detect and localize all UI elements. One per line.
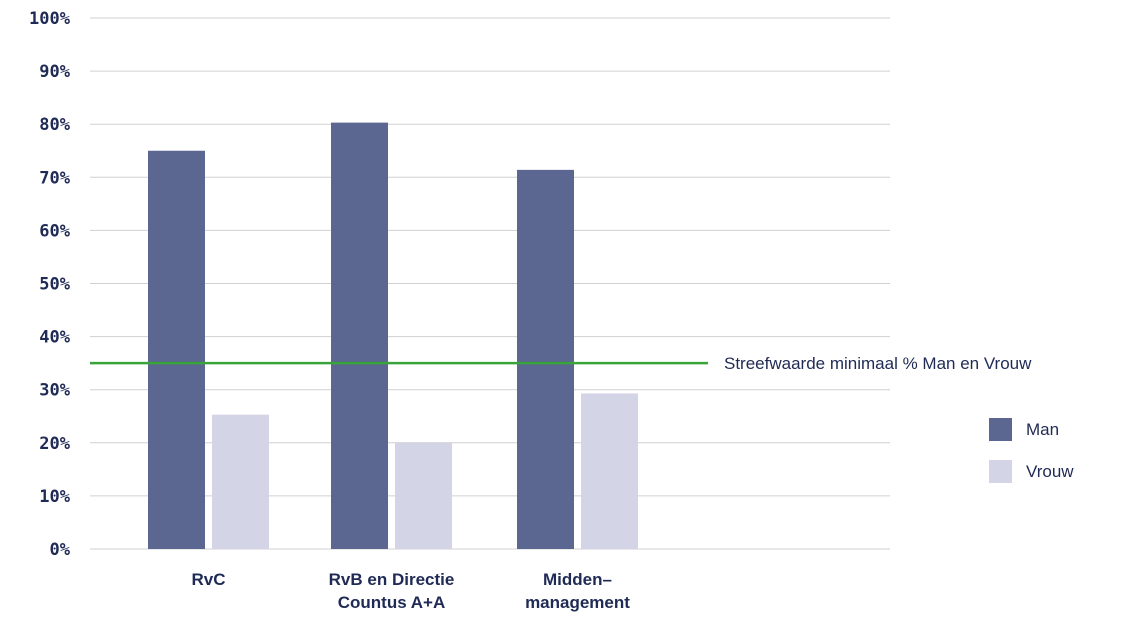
y-tick-label: 100% xyxy=(29,9,71,29)
bar-vrouw xyxy=(581,393,638,549)
y-tick-label: 60% xyxy=(39,221,70,241)
legend-label-man: Man xyxy=(1026,420,1059,439)
y-tick-label: 50% xyxy=(39,275,70,295)
bar-vrouw xyxy=(395,442,452,549)
y-tick-label: 0% xyxy=(50,540,71,560)
bar-man xyxy=(517,169,574,549)
bar-man xyxy=(331,122,388,550)
bar-man xyxy=(148,150,205,549)
x-category-label: RvC xyxy=(191,570,225,589)
legend-swatch-vrouw xyxy=(989,460,1012,483)
legend-label-vrouw: Vrouw xyxy=(1026,462,1074,481)
y-tick-label: 30% xyxy=(39,381,70,401)
y-tick-label: 80% xyxy=(39,115,70,135)
y-tick-label: 20% xyxy=(39,434,70,454)
x-category-label: Midden– xyxy=(543,570,612,589)
y-tick-label: 10% xyxy=(39,487,70,507)
bar-vrouw xyxy=(212,414,269,549)
y-tick-label: 70% xyxy=(39,168,70,188)
x-category-label: RvB en Directie xyxy=(329,570,455,589)
reference-line-label: Streefwaarde minimaal % Man en Vrouw xyxy=(724,354,1032,373)
x-category-label: Countus A+A xyxy=(338,593,446,612)
y-tick-label: 40% xyxy=(39,328,70,348)
y-tick-label: 90% xyxy=(39,62,70,82)
legend-swatch-man xyxy=(989,418,1012,441)
x-category-label: management xyxy=(525,593,630,612)
